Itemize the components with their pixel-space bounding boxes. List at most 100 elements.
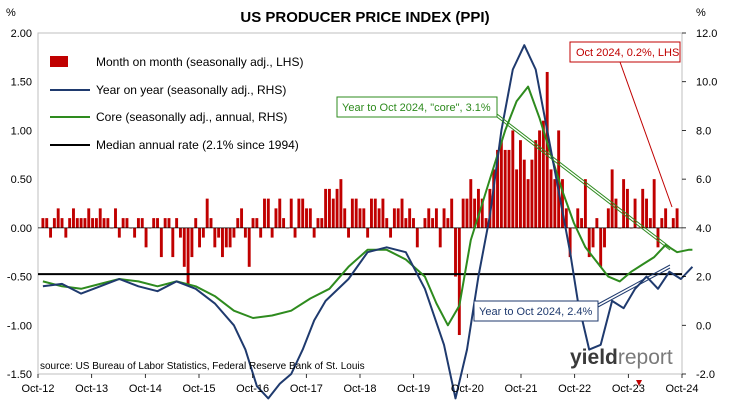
mom-bar (404, 218, 408, 228)
mom-bar (144, 227, 148, 248)
mom-bar (255, 218, 259, 228)
mom-bar (622, 179, 626, 228)
legend-label-mom: Month on month (seasonally adj., LHS) (96, 55, 303, 69)
annotation-mom-text: Oct 2024, 0.2%, LHS (576, 47, 679, 59)
mom-bar (133, 227, 137, 238)
right-tick-label: 12.0 (696, 28, 717, 40)
mom-bar (121, 218, 125, 228)
mom-bar (41, 218, 45, 228)
mom-bar (186, 227, 190, 287)
mom-bar (561, 179, 564, 228)
mom-bar (534, 140, 538, 228)
mom-bar (45, 218, 49, 228)
mom-bar (327, 188, 331, 228)
mom-bar (217, 227, 221, 238)
mom-bar (400, 198, 404, 228)
left-axis-unit: % (6, 7, 16, 19)
x-tick-label: Oct-23 (612, 383, 645, 395)
mom-bar (519, 140, 522, 228)
mom-bar (236, 218, 240, 228)
mom-bar (450, 198, 454, 228)
mom-bar (278, 198, 282, 228)
mom-bar (377, 208, 381, 228)
mom-bar (606, 208, 610, 228)
mom-bar (240, 208, 244, 228)
mom-bar (205, 198, 209, 228)
left-tick-label: 0.00 (11, 223, 32, 235)
mom-bar (270, 227, 274, 238)
mom-bar (98, 208, 102, 228)
legend-label-core: Core (seasonally adj., annual, RHS) (96, 110, 287, 124)
mom-bar (347, 227, 350, 238)
right-tick-label: 0.0 (696, 320, 711, 332)
mom-bar (370, 198, 373, 228)
x-tick-label: Oct-12 (21, 383, 54, 395)
mom-bar (289, 198, 293, 228)
mom-bar (434, 208, 438, 228)
mom-bar (438, 227, 442, 248)
legend-label-median: Median annual rate (2.1% since 1994) (96, 138, 299, 152)
annotation-core: Year to Oct 2024, "core", 3.1% (336, 96, 671, 251)
right-tick-label: 4.0 (696, 223, 711, 235)
mom-bar (545, 71, 549, 228)
mom-bar (163, 218, 167, 228)
mom-bar (633, 198, 637, 228)
mom-bar (117, 227, 121, 238)
mom-bar (392, 208, 396, 228)
mom-bar (423, 218, 427, 228)
chart-title: US PRODUCER PRICE INDEX (PPI) (240, 9, 489, 26)
x-tick-label: Oct-22 (558, 383, 591, 395)
mom-bar (591, 227, 595, 248)
mom-bar (564, 208, 568, 228)
mom-bar (515, 169, 519, 228)
mom-bar (182, 227, 186, 267)
mom-bar (75, 218, 79, 228)
mom-bar (645, 198, 648, 228)
mom-bar (209, 218, 213, 228)
mom-bar (427, 208, 431, 228)
mom-bar (526, 179, 530, 228)
mom-bar (339, 179, 343, 228)
mom-bar (610, 169, 614, 228)
mom-bar (167, 218, 171, 228)
mom-bar (297, 198, 301, 228)
mom-bar (171, 227, 175, 258)
left-tick-label: 1.50 (11, 77, 32, 89)
mom-bar (446, 218, 450, 228)
mom-bar (457, 227, 461, 336)
mom-bar (52, 218, 56, 228)
mom-bar (603, 227, 606, 248)
mom-bar (660, 218, 664, 228)
x-tick-label: Oct-17 (290, 383, 323, 395)
mom-bar (114, 208, 117, 228)
mom-bar (335, 188, 339, 228)
mom-bar (175, 218, 179, 228)
mom-bar (599, 227, 603, 267)
mom-bar (87, 208, 91, 228)
mom-bar (259, 227, 263, 238)
mom-bar (499, 140, 503, 228)
mom-bar (625, 188, 629, 228)
mom-bar (125, 218, 129, 228)
mom-bar (511, 130, 515, 228)
left-tick-label: 1.00 (11, 125, 32, 137)
annotation-core-text: Year to Oct 2024, "core", 3.1% (342, 102, 491, 114)
legend-label-yoy: Year on year (seasonally adj., RHS) (96, 83, 286, 97)
mom-bar (83, 218, 87, 228)
x-tick-label: Oct-20 (451, 383, 484, 395)
mom-bar (538, 130, 542, 228)
mom-bar (362, 208, 366, 228)
legend-swatch-mom (50, 56, 68, 67)
mom-bar (385, 218, 389, 228)
x-tick-label: Oct-16 (236, 383, 269, 395)
mom-bar (152, 218, 156, 228)
mom-bar (595, 218, 599, 228)
mom-bar (102, 218, 106, 228)
mom-bar (136, 218, 140, 228)
yoy-line (42, 44, 694, 400)
mom-bar (159, 227, 163, 258)
mom-bar (454, 227, 457, 277)
mom-bar (198, 227, 201, 248)
